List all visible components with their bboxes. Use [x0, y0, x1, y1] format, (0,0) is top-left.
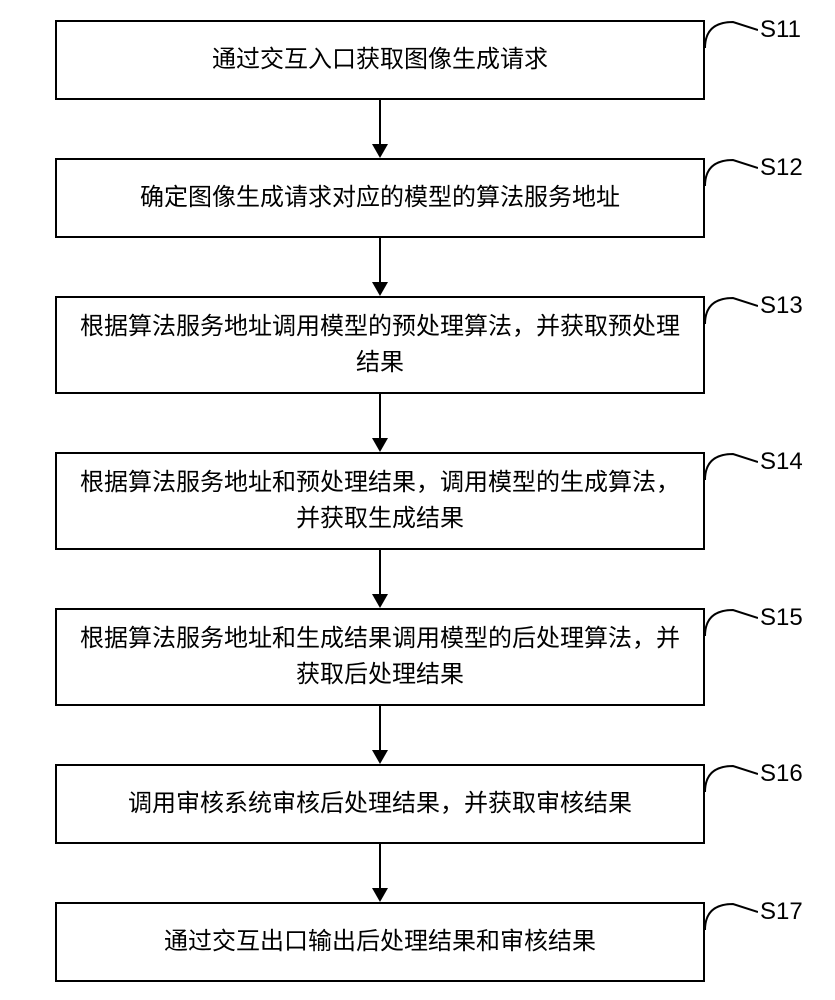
arrow-s12-s13: [379, 238, 381, 282]
arrow-head-icon: [372, 282, 388, 296]
step-text: 通过交互出口输出后处理结果和审核结果: [164, 924, 596, 960]
step-box-s16: 调用审核系统审核后处理结果，并获取审核结果: [55, 764, 705, 844]
arrow-s11-s12: [379, 100, 381, 144]
label-connector-s11: [705, 20, 758, 50]
step-label-s15: S15: [760, 604, 803, 632]
step-text: 通过交互入口获取图像生成请求: [212, 42, 548, 78]
step-label-s11: S11: [760, 16, 801, 44]
step-box-s11: 通过交互入口获取图像生成请求: [55, 20, 705, 100]
arrow-s14-s15: [379, 550, 381, 594]
step-label-s17: S17: [760, 898, 803, 926]
step-label-s13: S13: [760, 292, 803, 320]
arrow-s15-s16: [379, 706, 381, 750]
step-box-s14: 根据算法服务地址和预处理结果，调用模型的生成算法，并获取生成结果: [55, 452, 705, 550]
label-connector-s16: [705, 764, 758, 794]
step-text: 确定图像生成请求对应的模型的算法服务地址: [140, 180, 620, 216]
step-box-s13: 根据算法服务地址调用模型的预处理算法，并获取预处理结果: [55, 296, 705, 394]
arrow-head-icon: [372, 750, 388, 764]
step-box-s15: 根据算法服务地址和生成结果调用模型的后处理算法，并获取后处理结果: [55, 608, 705, 706]
step-label-s16: S16: [760, 760, 803, 788]
label-connector-s14: [705, 452, 758, 482]
label-connector-s15: [705, 608, 758, 638]
step-box-s12: 确定图像生成请求对应的模型的算法服务地址: [55, 158, 705, 238]
step-label-s12: S12: [760, 154, 803, 182]
arrow-s16-s17: [379, 844, 381, 888]
arrow-head-icon: [372, 594, 388, 608]
label-connector-s12: [705, 158, 758, 188]
label-connector-s13: [705, 296, 758, 326]
step-text: 根据算法服务地址和生成结果调用模型的后处理算法，并获取后处理结果: [77, 621, 683, 693]
step-text: 根据算法服务地址调用模型的预处理算法，并获取预处理结果: [77, 309, 683, 381]
arrow-head-icon: [372, 888, 388, 902]
arrow-s13-s14: [379, 394, 381, 438]
step-box-s17: 通过交互出口输出后处理结果和审核结果: [55, 902, 705, 982]
step-text: 根据算法服务地址和预处理结果，调用模型的生成算法，并获取生成结果: [77, 465, 683, 537]
step-text: 调用审核系统审核后处理结果，并获取审核结果: [128, 786, 632, 822]
arrow-head-icon: [372, 438, 388, 452]
step-label-s14: S14: [760, 448, 803, 476]
arrow-head-icon: [372, 144, 388, 158]
label-connector-s17: [705, 902, 758, 932]
